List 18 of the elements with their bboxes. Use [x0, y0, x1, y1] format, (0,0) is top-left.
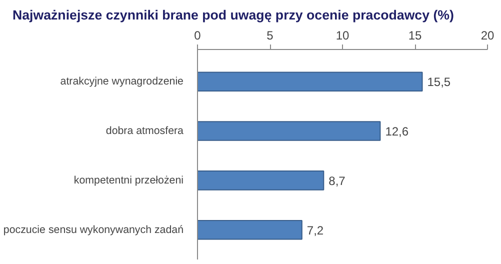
- data-label: 8,7: [328, 174, 346, 188]
- y-tick-label: kompetentni przełożeni: [74, 174, 184, 186]
- x-tick-label: 15: [408, 28, 422, 42]
- bar: [198, 121, 381, 141]
- y-tick-label: poczucie sensu wykonywanych zadań: [3, 224, 184, 236]
- data-label: 15,5: [427, 75, 451, 90]
- y-tick-label: atrakcyjne wynagrodzenie: [60, 76, 184, 88]
- x-tick-label: 0: [194, 28, 202, 42]
- x-tick-label: 20: [480, 28, 494, 42]
- data-label: 7,2: [306, 223, 324, 238]
- bar: [198, 72, 423, 92]
- y-tick-label: dobra atmosfera: [106, 125, 184, 138]
- bar: [198, 220, 302, 240]
- chart-title: Najważniejsze czynniki brane pod uwagę przy ocenie pracodawcy (%): [12, 8, 454, 22]
- x-tick-label: 10: [336, 28, 350, 42]
- x-tick-label: 5: [266, 28, 274, 42]
- data-label: 12,6: [385, 124, 409, 139]
- bar: [198, 170, 324, 190]
